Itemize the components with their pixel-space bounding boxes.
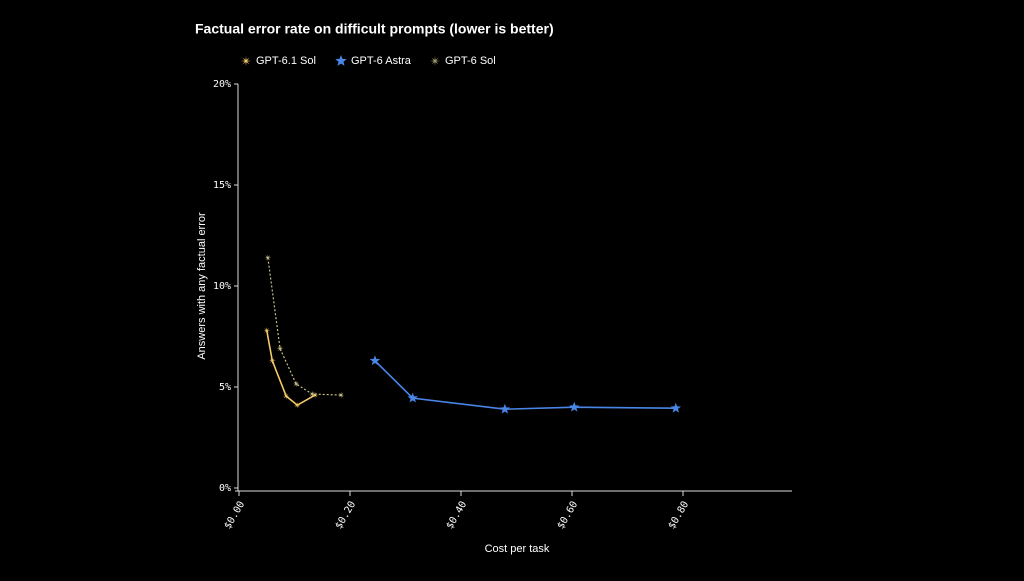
data-point [292,380,300,388]
data-point [369,355,381,366]
data-point [568,401,580,412]
data-point [499,403,511,414]
legend-label: GPT-6 Astra [351,55,412,67]
data-point [407,392,418,403]
data-point [311,391,319,399]
x-tick-label: $0.00 [223,500,248,532]
x-tick-label: $0.40 [445,500,470,532]
data-point [308,390,316,398]
y-axis-label: Answers with any factual error [196,212,208,360]
data-point [670,402,682,413]
y-tick-label: 5% [219,382,231,393]
x-tick-label: $0.60 [556,500,581,532]
y-tick-label: 15% [213,180,231,191]
y-tick-label: 0% [219,483,231,494]
x-tick-label: $0.80 [667,500,692,532]
x-axis-label: Cost per task [485,543,550,555]
data-point [268,357,276,365]
legend-marker [430,56,440,66]
data-point [293,401,301,409]
y-tick-label: 20% [213,79,231,90]
legend-marker [241,56,251,66]
data-point [276,345,284,353]
data-point [282,392,290,400]
data-point [263,326,271,334]
chart-title: Factual error rate on difficult prompts … [195,21,554,37]
series-line [265,330,316,407]
series-line [374,360,676,411]
series-line [267,257,342,396]
legend-label: GPT-6 Sol [445,55,496,67]
legend-label: GPT-6.1 Sol [256,55,316,67]
data-point [337,391,345,399]
y-tick-label: 10% [213,281,231,292]
data-point [264,254,272,262]
legend-marker [335,55,347,66]
x-tick-label: $0.20 [334,500,359,532]
